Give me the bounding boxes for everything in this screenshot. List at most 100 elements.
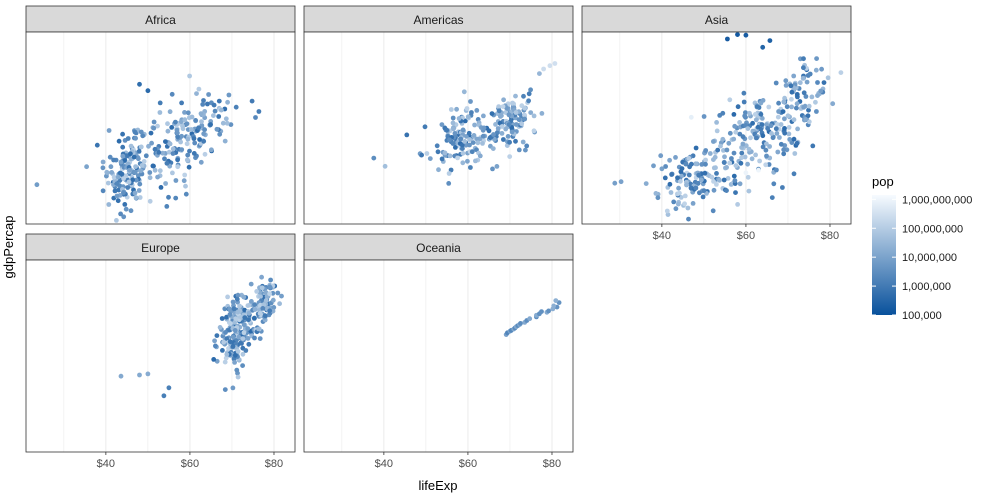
data-point bbox=[741, 99, 747, 105]
data-point bbox=[765, 125, 770, 131]
data-point bbox=[116, 187, 122, 193]
data-point bbox=[126, 179, 132, 185]
data-point bbox=[185, 110, 191, 116]
data-point bbox=[256, 109, 262, 114]
data-point bbox=[234, 367, 240, 373]
data-point bbox=[838, 70, 844, 75]
data-point bbox=[710, 208, 716, 214]
data-point bbox=[222, 359, 228, 365]
data-point bbox=[179, 147, 185, 153]
data-point bbox=[803, 94, 809, 99]
data-point bbox=[120, 153, 126, 159]
data-point bbox=[227, 339, 233, 345]
data-point bbox=[547, 63, 553, 69]
data-point bbox=[435, 149, 441, 155]
data-point bbox=[724, 165, 729, 170]
data-point bbox=[112, 188, 118, 194]
data-point bbox=[232, 328, 238, 333]
data-point bbox=[260, 306, 266, 311]
legend-label: 100,000,000 bbox=[902, 223, 963, 235]
data-point bbox=[267, 291, 272, 297]
data-point bbox=[130, 177, 136, 183]
data-point bbox=[211, 102, 217, 108]
data-point bbox=[767, 38, 773, 43]
data-point bbox=[217, 325, 223, 330]
legend-label: 10,000,000 bbox=[902, 252, 957, 264]
data-point bbox=[182, 117, 188, 123]
data-point bbox=[500, 104, 506, 109]
data-point bbox=[807, 71, 813, 77]
data-point bbox=[754, 104, 760, 109]
data-point bbox=[742, 154, 748, 160]
data-point bbox=[520, 139, 526, 145]
data-point bbox=[469, 149, 475, 155]
data-point bbox=[216, 98, 222, 104]
data-point bbox=[185, 136, 191, 142]
data-point bbox=[175, 134, 181, 140]
data-point bbox=[149, 140, 155, 146]
facet-strip bbox=[303, 233, 574, 261]
data-point bbox=[528, 87, 533, 93]
data-point bbox=[678, 178, 683, 184]
data-point bbox=[240, 336, 246, 341]
data-point bbox=[768, 123, 774, 129]
x-tick-label: $40 bbox=[375, 458, 393, 470]
data-point bbox=[160, 150, 166, 156]
data-point bbox=[252, 307, 258, 312]
data-point bbox=[183, 183, 188, 189]
data-point bbox=[471, 133, 477, 138]
data-point bbox=[501, 137, 506, 142]
data-point bbox=[513, 122, 519, 127]
data-point bbox=[703, 157, 708, 163]
data-point bbox=[259, 274, 264, 280]
data-point bbox=[475, 140, 481, 146]
data-point bbox=[787, 137, 793, 142]
data-point bbox=[682, 201, 687, 207]
data-point bbox=[778, 122, 784, 127]
data-point bbox=[797, 80, 803, 86]
data-point bbox=[778, 141, 784, 147]
data-point bbox=[247, 302, 253, 308]
data-point bbox=[794, 101, 800, 107]
data-point bbox=[760, 44, 766, 50]
data-point bbox=[815, 80, 820, 85]
data-point bbox=[474, 108, 480, 113]
data-point bbox=[224, 120, 230, 126]
data-point bbox=[769, 195, 775, 201]
data-point bbox=[737, 181, 743, 187]
data-point bbox=[245, 326, 251, 331]
data-point bbox=[539, 111, 545, 116]
data-point bbox=[770, 135, 776, 141]
data-point bbox=[733, 129, 739, 135]
data-point bbox=[242, 307, 248, 313]
data-point bbox=[537, 71, 542, 76]
data-point bbox=[760, 144, 766, 150]
plot-background bbox=[304, 32, 573, 224]
data-point bbox=[732, 123, 738, 129]
data-point bbox=[157, 100, 163, 106]
data-point bbox=[494, 130, 500, 136]
data-point bbox=[470, 140, 476, 146]
data-point bbox=[712, 154, 718, 160]
data-point bbox=[186, 164, 192, 170]
data-point bbox=[211, 113, 216, 118]
data-point bbox=[733, 190, 738, 196]
data-point bbox=[221, 339, 227, 345]
data-point bbox=[212, 338, 218, 344]
data-point bbox=[243, 348, 249, 353]
data-point bbox=[125, 185, 131, 190]
data-point bbox=[552, 61, 558, 66]
data-point bbox=[771, 181, 777, 187]
data-point bbox=[777, 135, 782, 140]
data-point bbox=[527, 316, 533, 322]
data-point bbox=[528, 110, 534, 115]
data-point bbox=[789, 104, 794, 110]
data-point bbox=[184, 141, 190, 147]
data-point bbox=[202, 127, 208, 133]
data-point bbox=[453, 145, 458, 150]
data-point bbox=[123, 206, 129, 212]
data-point bbox=[464, 134, 469, 139]
data-point bbox=[460, 127, 466, 133]
plot-background bbox=[26, 32, 295, 224]
